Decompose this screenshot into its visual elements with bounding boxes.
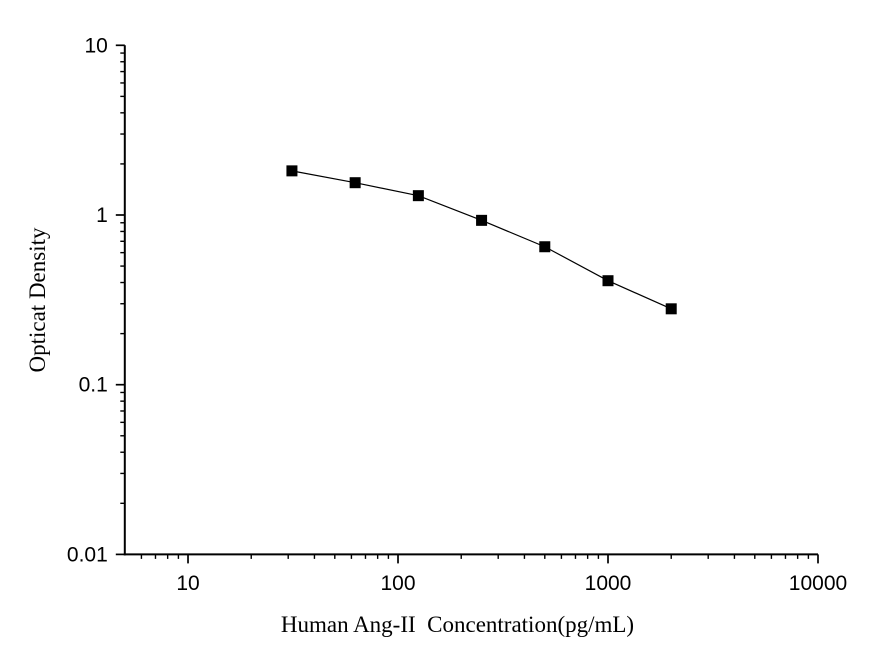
y-axis-title: Opticat Density [25,227,50,373]
x-axis-tick-label: 10 [176,572,199,595]
y-axis-tick-label: 0.01 [67,543,108,566]
x-axis-tick-label: 100 [380,572,415,595]
data-point-marker [539,241,551,253]
y-axis-tick-label: 1 [96,204,108,227]
x-axis-tick-label: 1000 [585,572,632,595]
series-line [291,170,672,310]
y-axis-tick-label: 10 [84,34,107,57]
data-point-marker [349,177,361,189]
x-axis-title: Human Ang-II Concentration(pg/mL) [280,612,635,637]
x-axis-tick-label: 10000 [789,572,847,595]
data-point-marker [665,303,677,315]
data-point-marker [286,165,298,177]
y-axis-tick-label: 0.1 [79,374,108,397]
data-point-marker [476,214,488,226]
data-point-marker [412,190,424,202]
data-point-marker [602,275,614,287]
